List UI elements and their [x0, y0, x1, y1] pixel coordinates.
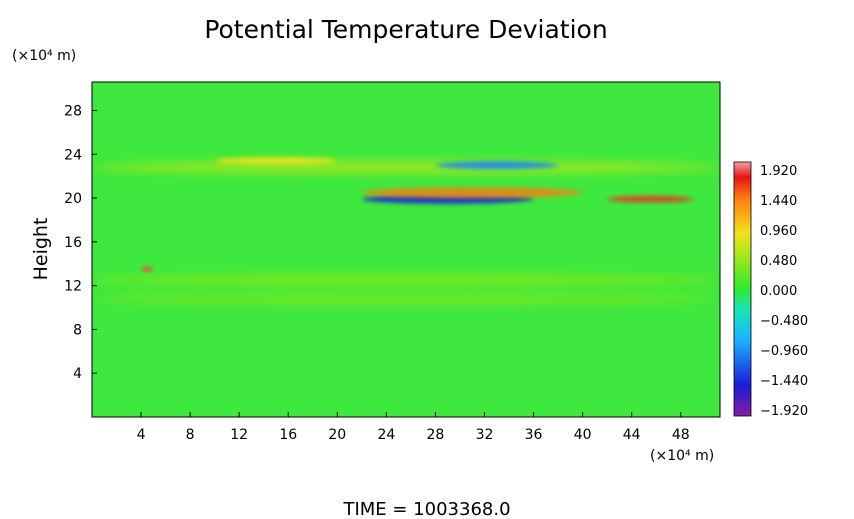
colorbar-label: 0.000 [760, 284, 797, 299]
heatmap-feature-8 [92, 292, 720, 305]
colorbar-label: 1.920 [760, 164, 797, 179]
x-axis-unit: (×10⁴ m) [650, 448, 714, 464]
colorbar-label: −1.440 [760, 374, 808, 389]
heatmap-feature-7 [92, 274, 720, 287]
plot-frame [91, 81, 721, 418]
y-tick-label: 16 [64, 235, 82, 251]
colorbar-label: −1.920 [760, 404, 808, 419]
heatmap-feature-2 [214, 156, 338, 165]
heatmap-feature-1 [92, 161, 720, 174]
x-tick-label: 8 [186, 427, 195, 443]
x-tick-label: 12 [230, 427, 248, 443]
x-tick-label: 20 [328, 427, 346, 443]
colorbar-label: 1.440 [760, 194, 797, 209]
y-tick-label: 28 [64, 103, 82, 119]
colorbar-label: −0.960 [760, 344, 808, 359]
x-tick-label: 44 [623, 427, 641, 443]
heatmap-feature-9 [141, 266, 154, 272]
x-axis: 4 8 12 16 20 24 28 32 36 40 44 48 [137, 412, 690, 443]
chart-title: Potential Temperature Deviation [204, 15, 607, 44]
heatmap-background [92, 82, 720, 417]
x-tick-label: 48 [672, 427, 690, 443]
x-tick-label: 4 [137, 427, 146, 443]
heatmap-feature-6 [607, 195, 694, 203]
x-tick-label: 16 [279, 427, 297, 443]
y-tick-label: 8 [73, 322, 82, 338]
y-tick-label: 12 [64, 279, 82, 295]
colorbar-label: 0.960 [760, 224, 797, 239]
y-tick-label: 20 [64, 191, 82, 207]
heatmap-plot [92, 82, 720, 417]
time-label: TIME = 1003368.0 [342, 499, 510, 519]
x-tick-label: 32 [476, 427, 494, 443]
y-tick-label: 4 [73, 366, 82, 382]
colorbar-label: −0.480 [760, 314, 808, 329]
x-tick-label: 36 [525, 427, 543, 443]
colorbar: 1.920 1.440 0.960 0.480 0.000 −0.480 −0.960 −1.… [733, 161, 808, 419]
colorbar-gradient [733, 161, 752, 417]
heatmap-feature-4 [361, 187, 583, 198]
heatmap-feature-5 [435, 161, 559, 170]
x-tick-label: 24 [377, 427, 395, 443]
y-axis: 4 8 12 16 20 24 28 [64, 103, 97, 382]
y-tick-label: 24 [64, 147, 82, 163]
colorbar-label: 0.480 [760, 254, 797, 269]
x-tick-label: 40 [574, 427, 592, 443]
y-axis-unit: (×10⁴ m) [12, 48, 76, 64]
x-tick-label: 28 [427, 427, 445, 443]
y-axis-label: Height [30, 218, 52, 281]
